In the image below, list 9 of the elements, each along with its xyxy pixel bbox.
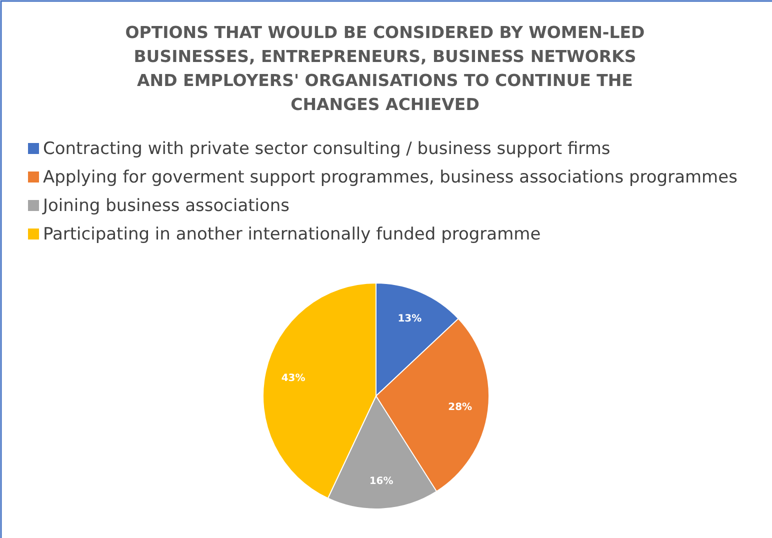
chart-title: OPTIONS THAT WOULD BE CONSIDERED BY WOMEN-LED BUSINESSES, ENTREPRENEURS, BUSINESS NETWORKS AND EMPLOYERS' ORGANISATIONS TO CONTINUE THE CHANGES ACHIEVED [125,23,645,114]
legend-label: Applying for goverment support programmes, business associations programmes [43,168,738,188]
legend-label: Participating in another internationally funded programme [43,224,541,244]
data-label: 43% [281,373,306,384]
legend-label: Joining business associations [42,196,290,216]
data-label: 28% [448,402,472,414]
data-label: 13% [398,314,422,325]
legend-label: Contracting with private sector consulting / business support firms [43,139,610,159]
data-label: 16% [369,476,394,488]
